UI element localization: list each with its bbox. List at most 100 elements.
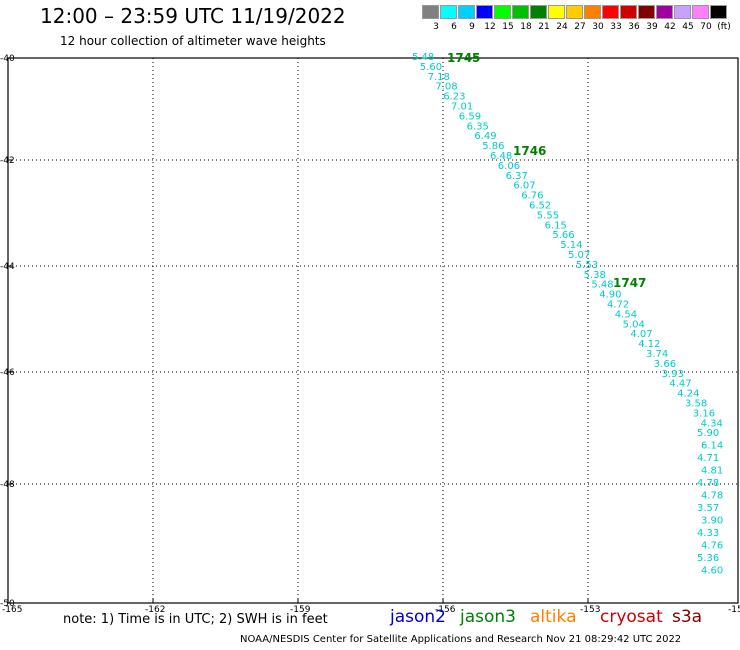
swh-value: 6.14 (701, 441, 723, 452)
swh-value: 7.08 (435, 82, 457, 93)
colorbar-label: 42 (664, 22, 676, 32)
colorbar-label: 30 (592, 22, 604, 32)
x-tick-label: -156 (435, 605, 456, 615)
swh-value: 5.07 (568, 250, 590, 261)
time-label: 1746 (513, 144, 546, 158)
colorbar-swatch (692, 5, 709, 19)
colorbar-label: 45 (682, 22, 694, 32)
colorbar-label: 9 (469, 22, 475, 32)
swh-value: 4.47 (669, 379, 691, 390)
swh-value: 6.07 (513, 181, 535, 192)
swh-value: 4.81 (701, 466, 723, 477)
x-tick-label: -153 (580, 605, 600, 615)
swh-value: 4.78 (701, 491, 723, 502)
swh-value: 5.66 (552, 230, 574, 241)
colorbar-swatch (440, 5, 457, 19)
swh-value: 4.24 (677, 389, 699, 400)
swh-value: 6.76 (521, 191, 543, 202)
time-label: 1747 (613, 276, 646, 290)
colorbar-label: 27 (574, 22, 586, 32)
swh-value: 5.86 (482, 141, 504, 152)
axis-ticks: -165 -162 -159 -156 -153 -150 -40 -42 -44 -46 -48 -… (0, 54, 740, 615)
x-tick-label: -165 (2, 605, 22, 615)
time-label: 1745 (447, 51, 480, 65)
satellite-cryosat: cryosat (600, 607, 663, 627)
colorbar-swatch (476, 5, 493, 19)
swh-value: 3.93 (662, 369, 684, 380)
swh-value: 4.71 (697, 453, 719, 464)
swh-value: 5.36 (697, 553, 719, 564)
swh-value: 5.53 (576, 260, 598, 271)
colorbar-swatch (602, 5, 619, 19)
colorbar-label: 21 (538, 22, 550, 32)
colorbar-label: 18 (520, 22, 532, 32)
swh-value: 5.48 (591, 280, 613, 291)
y-tick-label: -48 (0, 480, 15, 490)
swh-value: 6.23 (443, 92, 465, 103)
swh-value: 3.58 (685, 399, 707, 410)
swh-value: 4.72 (607, 300, 629, 311)
y-tick-label: -44 (0, 262, 15, 272)
y-tick-label: -40 (0, 54, 15, 64)
colorbar-swatch (656, 5, 673, 19)
swh-value: 6.06 (498, 161, 520, 172)
colorbar-swatch (584, 5, 601, 19)
map-title: 12:00 – 23:59 UTC 11/19/2022 (40, 4, 346, 28)
colorbar-swatch (530, 5, 547, 19)
y-tick-label: -46 (0, 368, 15, 378)
gridlines (8, 58, 738, 603)
swh-value: 6.52 (529, 201, 551, 212)
swh-value: 3.16 (693, 408, 715, 419)
colorbar-label: (ft) (717, 22, 731, 32)
swh-value: 4.90 (599, 290, 621, 301)
swh-value: 4.76 (701, 541, 723, 552)
colorbar-label: 70 (700, 22, 712, 32)
swh-value: 6.37 (506, 171, 528, 182)
swh-value: 5.60 (420, 62, 442, 73)
swh-value: 5.48 (412, 52, 434, 63)
swh-value: 6.15 (545, 220, 567, 231)
colorbar-swatch (548, 5, 565, 19)
swh-value: 4.54 (615, 309, 637, 320)
colorbar-swatch (638, 5, 655, 19)
swh-value: 3.66 (654, 359, 676, 370)
altimeter-track: 5.485.607.187.086.237.016.596.356.495.86… (412, 51, 723, 577)
swh-value: 4.33 (697, 528, 719, 539)
satellite-altika: altika (530, 607, 577, 627)
x-tick-label: -162 (145, 605, 165, 615)
swh-value: 5.14 (560, 240, 582, 251)
swh-value: 3.90 (701, 516, 723, 527)
swh-value: 3.74 (646, 349, 668, 360)
map-frame (7, 57, 739, 604)
footer-credit: NOAA/NESDIS Center for Satellite Applica… (240, 634, 682, 645)
colorbar-label: 24 (556, 22, 568, 32)
y-tick-label: -42 (0, 156, 15, 166)
swh-value: 4.60 (701, 566, 723, 577)
colorbar-label: 3 (433, 22, 439, 32)
colorbar-swatch (494, 5, 511, 19)
swh-value: 6.49 (474, 131, 496, 142)
units-note: note: 1) Time is in UTC; 2) SWH is in fe… (63, 612, 328, 627)
map-subtitle: 12 hour collection of altimeter wave hei… (60, 34, 326, 48)
swh-value: 7.18 (428, 72, 450, 83)
swh-value: 7.01 (451, 102, 473, 113)
swh-value: 5.04 (623, 319, 645, 330)
satellite-s3a: s3a (672, 607, 703, 627)
x-tick-label: -159 (290, 605, 311, 615)
colorbar-label: 33 (610, 22, 622, 32)
colorbar-swatch (458, 5, 475, 19)
colorbar-swatch (620, 5, 637, 19)
swh-value: 6.35 (467, 121, 489, 132)
swh-value: 4.07 (630, 329, 652, 340)
swh-value: 4.12 (638, 339, 660, 350)
x-tick-label: -150 (728, 605, 740, 615)
colorbar-label: 36 (628, 22, 640, 32)
colorbar-swatch (566, 5, 583, 19)
satellite-jason2: jason2 (390, 607, 446, 627)
colorbar-swatch (674, 5, 691, 19)
swh-value: 5.90 (697, 428, 719, 439)
swh-value: 5.55 (537, 210, 559, 221)
colorbar-label: 6 (451, 22, 457, 32)
satellite-jason3: jason3 (460, 607, 516, 627)
colorbar-swatch (710, 5, 727, 19)
